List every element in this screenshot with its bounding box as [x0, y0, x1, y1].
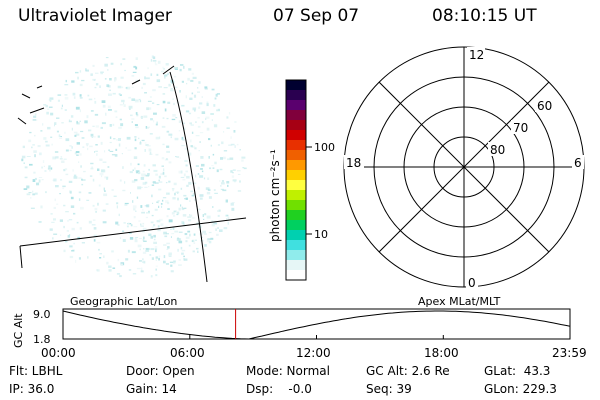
color-bar-segment [286, 110, 306, 121]
coast-fragment [36, 85, 43, 89]
seq-status: Seq: 39 [366, 382, 412, 396]
meridian-line [169, 71, 208, 283]
color-bar-segment [286, 210, 306, 221]
color-bar-ticks [306, 146, 312, 235]
color-bar-segment [286, 80, 306, 91]
color-bar-segment [286, 260, 306, 271]
date-label: 07 Sep 07 [273, 6, 360, 26]
coast-fragment [17, 117, 27, 125]
color-bar-segment [286, 170, 306, 181]
mlt-label-0: 0 [468, 276, 476, 290]
alt-tick-1-8: 1.8 [33, 333, 51, 346]
time-tick-2359: 23:59 [552, 346, 587, 360]
lat-label-70: 70 [513, 121, 528, 135]
altitude-x-ticks [62, 335, 571, 339]
colorbar-tick-100: 100 [314, 141, 335, 154]
coast-fragment [21, 93, 31, 99]
coast-tick [19, 245, 23, 269]
filter-status: Flt: LBHL [9, 364, 63, 378]
geographic-map [17, 55, 247, 283]
color-bar-segment [286, 180, 306, 191]
altitude-curve [62, 310, 571, 340]
color-bar-segment [286, 90, 306, 101]
latitude-line [19, 217, 247, 247]
color-bar-segment [286, 220, 306, 231]
dsp-status: Dsp: -0.0 [246, 382, 312, 396]
coast-fragment [162, 65, 175, 75]
uv-intensity-speckle [21, 55, 247, 278]
gain-status: Gain: 14 [126, 382, 177, 396]
mlt-label-12: 12 [469, 48, 484, 62]
color-bar-segment [286, 200, 306, 211]
color-bar-segment [286, 130, 306, 141]
time-tick-0000: 00:00 [41, 346, 76, 360]
alt-axis-label: GC Alt [12, 313, 25, 348]
alt-tick-9: 9.0 [33, 308, 51, 321]
coast-fragment [131, 79, 141, 85]
time-tick-1200: 12:00 [296, 346, 331, 360]
color-bar-segment [286, 190, 306, 201]
color-bar-frame [285, 79, 307, 281]
color-bar-segment [286, 150, 306, 161]
mlt-label-18: 18 [346, 156, 361, 170]
polar-plot [343, 46, 585, 288]
instrument-title: Ultraviolet Imager [18, 6, 172, 26]
color-bar-segment [286, 250, 306, 261]
colorbar-unit-label: photon cm⁻²s⁻¹ [268, 149, 282, 242]
lat-label-60: 60 [537, 99, 552, 113]
colorbar-tick-10: 10 [314, 228, 328, 241]
color-bar-segment [286, 140, 306, 151]
ip-status: IP: 36.0 [9, 382, 55, 396]
mlt-label-6: 6 [574, 156, 582, 170]
mode-status: Mode: Normal [246, 364, 330, 378]
color-bar-segment [286, 270, 306, 281]
coast-fragment [29, 107, 45, 114]
time-label: 08:10:15 UT [432, 6, 537, 26]
polar-diagonal [378, 81, 550, 253]
color-bar-segment [286, 120, 306, 131]
color-bar-segment [286, 160, 306, 171]
color-bar [286, 80, 306, 281]
gc-alt-status: GC Alt: 2.6 Re [366, 364, 450, 378]
geographic-grid [17, 65, 247, 283]
color-bar-segment [286, 100, 306, 111]
geographic-latlon-label: Geographic Lat/Lon [70, 295, 177, 308]
time-tick-0600: 06:00 [170, 346, 205, 360]
door-status: Door: Open [126, 364, 195, 378]
altitude-plot [62, 308, 571, 340]
glon-status: GLon: 229.3 [484, 382, 557, 396]
color-bar-segment [286, 230, 306, 241]
lat-label-80: 80 [490, 143, 505, 157]
time-tick-1800: 18:00 [424, 346, 459, 360]
apex-mlat-mlt-label: Apex MLat/MLT [418, 295, 501, 308]
glat-status: GLat: 43.3 [484, 364, 551, 378]
color-bar-segment [286, 240, 306, 251]
